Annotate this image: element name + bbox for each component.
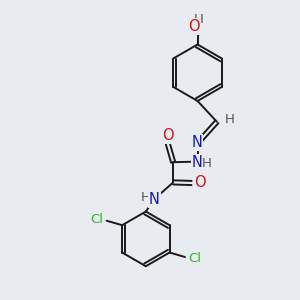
Text: N: N — [149, 192, 160, 207]
Text: N: N — [191, 155, 203, 170]
Text: N: N — [191, 135, 203, 150]
Text: H: H — [202, 157, 212, 169]
Text: H: H — [140, 191, 150, 204]
Text: Cl: Cl — [188, 252, 201, 265]
Text: O: O — [188, 19, 200, 34]
Text: O: O — [162, 128, 174, 143]
Text: H: H — [194, 13, 204, 26]
Text: H: H — [224, 113, 234, 126]
Text: Cl: Cl — [91, 213, 104, 226]
Text: O: O — [194, 176, 206, 190]
